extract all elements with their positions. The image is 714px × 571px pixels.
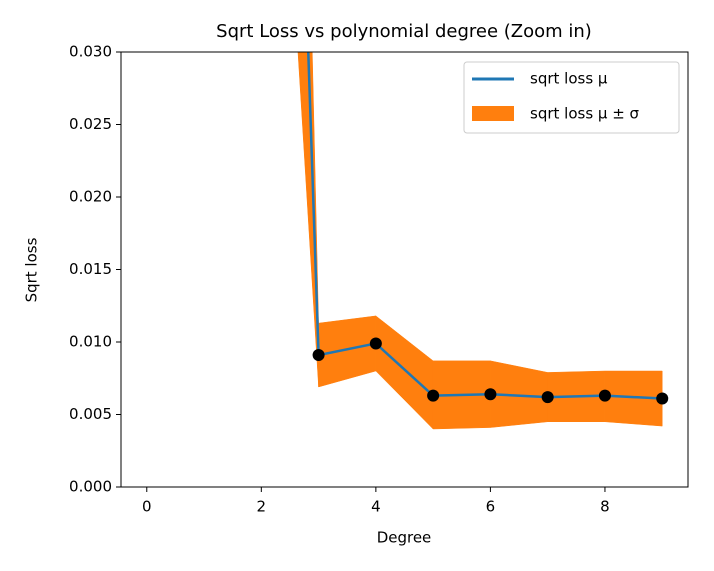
legend-swatch bbox=[472, 106, 514, 121]
plot-area bbox=[297, 52, 669, 430]
series-line bbox=[307, 52, 663, 400]
x-tick-label: 2 bbox=[257, 498, 267, 516]
legend-box bbox=[463, 61, 680, 134]
point bbox=[656, 392, 669, 405]
band-segment bbox=[318, 315, 377, 388]
y-tick-label: 0.020 bbox=[69, 188, 112, 206]
legend-label: sqrt loss μ bbox=[530, 70, 608, 88]
chart-title: Sqrt Loss vs polynomial degree (Zoom in) bbox=[216, 21, 592, 42]
x-tick-label: 8 bbox=[600, 498, 610, 516]
axes-frame bbox=[120, 51, 689, 488]
y-tick-label: 0.015 bbox=[69, 260, 112, 278]
x-axis-label: Degree bbox=[377, 529, 432, 547]
y-tick-label: 0.000 bbox=[69, 478, 112, 496]
y-axis-label: Sqrt loss bbox=[23, 237, 41, 302]
band-segment bbox=[297, 52, 319, 387]
y-tick-label: 0.025 bbox=[69, 115, 112, 133]
point bbox=[312, 349, 325, 362]
x-tick-label: 0 bbox=[142, 498, 152, 516]
band-segment bbox=[375, 315, 434, 430]
y-tick-label: 0.010 bbox=[69, 333, 112, 351]
x-tick-label: 6 bbox=[486, 498, 496, 516]
x-tick-label: 4 bbox=[371, 498, 381, 516]
y-tick-label: 0.005 bbox=[69, 405, 112, 423]
y-tick-label: 0.030 bbox=[69, 43, 112, 61]
point bbox=[369, 337, 382, 350]
point bbox=[427, 389, 440, 402]
band-segment bbox=[604, 370, 663, 427]
point bbox=[598, 389, 611, 402]
point bbox=[541, 391, 554, 404]
legend-label: sqrt loss μ ± σ bbox=[530, 105, 640, 123]
legend: sqrt loss μ sqrt loss μ ± σ bbox=[463, 61, 680, 134]
point bbox=[484, 388, 497, 401]
